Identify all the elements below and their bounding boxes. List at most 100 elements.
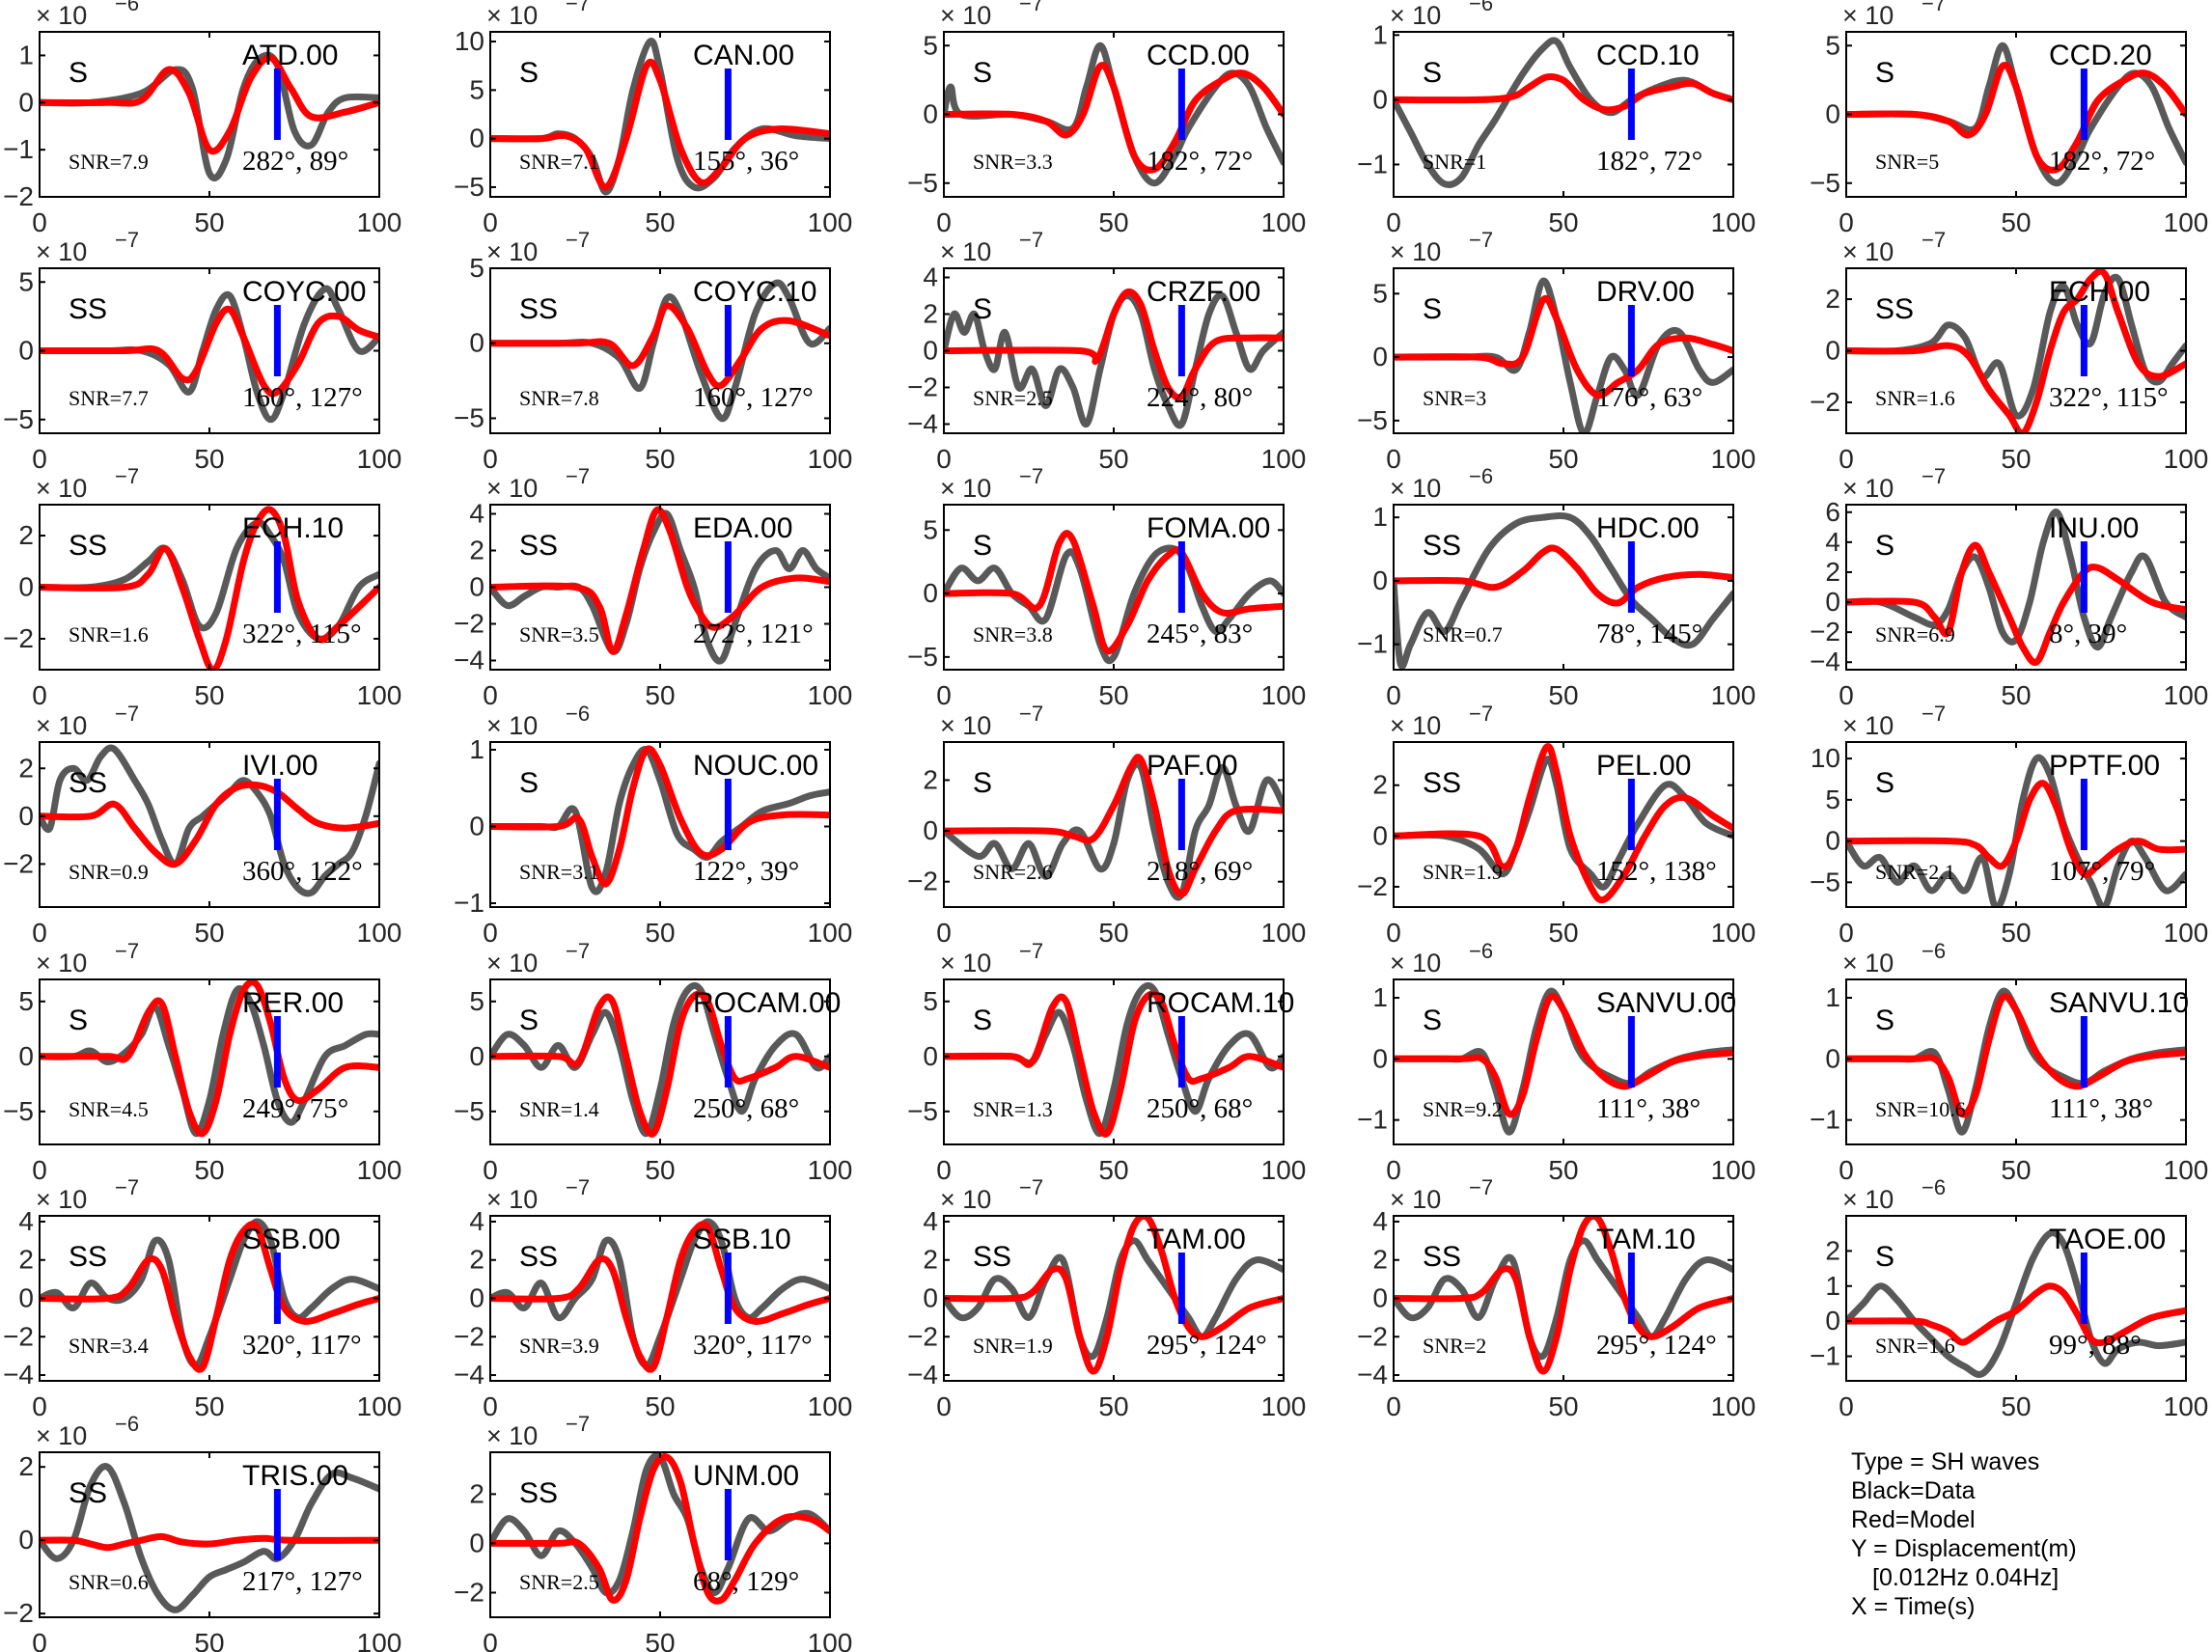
y-tick-label: −4	[454, 646, 484, 675]
y-exponent-label: × 10	[1842, 1, 1894, 30]
phase-label: SS	[69, 530, 107, 562]
x-tick-label: 50	[2001, 1391, 2031, 1421]
y-tick-label: 10	[455, 26, 484, 56]
snr-label: SNR=4.5	[69, 1097, 149, 1121]
x-tick-label: 100	[808, 1155, 853, 1185]
phase-label: SS	[519, 293, 558, 325]
model-trace	[490, 1221, 830, 1373]
snr-label: SNR=1	[1423, 150, 1486, 174]
model-trace	[1394, 544, 1733, 607]
phase-label: S	[973, 293, 992, 325]
y-tick-label: −5	[454, 402, 484, 432]
station-label: EDA.00	[693, 512, 792, 544]
station-label: PPTF.00	[2049, 750, 2160, 782]
y-tick-label: −5	[907, 642, 938, 672]
angles-label: 272°, 121°	[693, 619, 814, 649]
y-tick-label: 0	[18, 572, 34, 602]
y-exponent-label: × 10	[1390, 1, 1441, 30]
y-tick-label: −1	[1810, 1105, 1840, 1135]
y-tick-label: −5	[3, 404, 34, 434]
angles-label: 107°, 79°	[2049, 856, 2155, 887]
y-tick-label: −2	[3, 1321, 34, 1351]
y-exponent-power: −6	[115, 0, 139, 15]
y-exponent-power: −7	[1019, 702, 1043, 726]
panel-ssb-10: 0 50 100 −4 −2 0 2 4× 10 −7 SS SSB.10 SNR=3.9 320°, …	[454, 1175, 852, 1421]
x-tick-label: 0	[32, 1628, 47, 1652]
y-tick-label: −5	[907, 168, 938, 198]
panel-ivi-00: 0 50 100 −2 0 2× 10 −7 SS IVI.00 SNR=0.9 360°, 122…	[3, 702, 401, 948]
phase-label: S	[69, 57, 88, 89]
y-tick-label: 0	[1372, 342, 1388, 372]
angles-label: 320°, 117°	[242, 1330, 362, 1361]
model-trace	[944, 530, 1284, 655]
y-tick-label: −2	[1357, 871, 1388, 901]
y-exponent-label: × 10	[36, 1421, 87, 1450]
y-tick-label: 2	[923, 764, 938, 794]
panel-rer-00: 0 50 100 −5 0 5× 10 −7 S RER.00 SNR=4.5 249°, 75°	[3, 939, 401, 1185]
angles-label: 282°, 89°	[242, 146, 348, 177]
y-tick-label: 0	[923, 578, 938, 608]
snr-label: SNR=5	[1875, 150, 1939, 174]
x-tick-label: 50	[1548, 680, 1578, 710]
x-tick-label: 50	[645, 207, 675, 237]
x-tick-label: 100	[808, 207, 853, 237]
x-tick-label: 100	[1261, 1391, 1307, 1421]
y-tick-label: 4	[1825, 527, 1840, 557]
x-tick-label: 100	[1261, 680, 1307, 710]
station-label: COYC.00	[242, 276, 366, 308]
y-exponent-label: × 10	[1390, 711, 1441, 740]
x-tick-label: 100	[1711, 1155, 1756, 1185]
panel-ech-10: 0 50 100 −2 0 2× 10 −7 SS ECH.10 SNR=1.6 322°, 115…	[3, 464, 401, 710]
y-exponent-power: −7	[566, 228, 590, 252]
x-tick-label: 50	[1548, 207, 1578, 237]
y-exponent-label: × 10	[36, 949, 87, 977]
y-exponent-power: −7	[115, 1175, 139, 1199]
x-tick-label: 50	[194, 444, 224, 474]
y-tick-label: 0	[469, 1041, 484, 1071]
y-tick-label: 5	[469, 986, 484, 1016]
angles-label: 8°, 39°	[2049, 619, 2127, 649]
station-label: TAM.10	[1596, 1224, 1696, 1255]
y-tick-label: 0	[1825, 1043, 1840, 1073]
y-exponent-label: × 10	[940, 1185, 991, 1214]
y-tick-label: 5	[1825, 30, 1840, 60]
snr-label: SNR=2.5	[973, 386, 1053, 410]
y-tick-label: −2	[1810, 387, 1840, 417]
x-tick-label: 50	[645, 918, 675, 948]
x-tick-label: 100	[357, 1155, 402, 1185]
angles-label: 155°, 36°	[693, 146, 799, 177]
panel-ccd-10: 0 50 100 −1 0 1× 10 −6 S CCD.10 SNR=1 182°, 72°	[1357, 0, 1756, 237]
x-tick-label: 100	[357, 207, 402, 237]
panel-taoe-00: 0 50 100 −1 0 1 2× 10 −6 S TAOE.00 SNR=1.6 99°, 88°	[1810, 1175, 2208, 1421]
phase-label: S	[1875, 57, 1894, 89]
y-tick-label: −2	[3, 181, 34, 211]
x-tick-label: 0	[483, 1628, 498, 1652]
x-tick-label: 50	[2001, 207, 2031, 237]
snr-label: SNR=0.6	[69, 1570, 149, 1594]
panel-rocam-10: 0 50 100 −5 0 5× 10 −7 S ROCAM.10 SNR=1.3 250°, 68…	[907, 939, 1306, 1185]
snr-label: SNR=3.8	[973, 622, 1053, 647]
x-tick-label: 100	[357, 444, 402, 474]
y-exponent-label: × 10	[486, 1185, 538, 1214]
y-tick-label: 2	[18, 1451, 34, 1481]
panel-can-00: 0 50 100 −5 0 5 10× 10 −7 S CAN.00 SNR=7.1 155°, 36…	[454, 0, 852, 237]
snr-label: SNR=1.9	[1423, 860, 1503, 884]
model-trace	[944, 288, 1284, 401]
y-tick-label: −2	[907, 372, 938, 402]
x-tick-label: 50	[1548, 918, 1578, 948]
y-tick-label: 5	[1825, 785, 1840, 814]
angles-label: 249°, 75°	[242, 1093, 348, 1124]
y-tick-label: 5	[1372, 278, 1388, 308]
y-tick-label: 5	[18, 986, 34, 1016]
x-tick-label: 50	[645, 1391, 675, 1421]
data-trace	[1394, 511, 1733, 670]
y-exponent-power: −7	[566, 0, 590, 15]
panel-drv-00: 0 50 100 −5 0 5× 10 −7 S DRV.00 SNR=3 176°, 63°	[1357, 228, 1756, 474]
y-tick-label: 1	[1372, 982, 1388, 1012]
y-tick-label: −1	[1357, 629, 1388, 659]
y-exponent-power: −7	[566, 464, 590, 488]
y-tick-label: 2	[18, 520, 34, 550]
station-label: ECH.10	[242, 512, 344, 544]
panel-crzf-00: 0 50 100 −4 −2 0 2 4× 10 −7 S CRZF.00 SNR=2.5 224°, …	[907, 228, 1306, 474]
